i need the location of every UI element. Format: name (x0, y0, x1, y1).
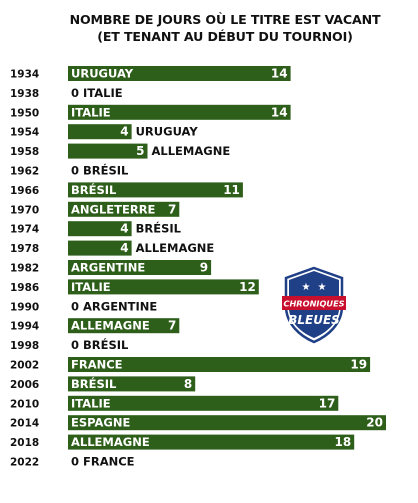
year-label: 2018 (10, 437, 39, 449)
bar (68, 143, 148, 159)
value-label: 4 (120, 125, 128, 139)
year-label: 2002 (10, 360, 39, 372)
year-label: 1950 (10, 107, 39, 119)
year-label: 1986 (10, 282, 39, 294)
value-label: 14 (271, 105, 288, 119)
chart-title: NOMBRE DE JOURS OÙ LE TITRE EST VACANT (… (40, 11, 410, 45)
year-label: 2006 (10, 379, 39, 391)
logo-text-line1: CHRONIQUES (283, 299, 344, 309)
year-label: 1938 (10, 88, 39, 100)
bar (68, 376, 196, 392)
year-label: 1966 (10, 185, 39, 197)
value-label: 12 (239, 280, 256, 294)
holder-label: ALLEMAGNE (71, 435, 150, 449)
year-label: 1958 (10, 146, 39, 158)
holder-label: ANGLETERRE (71, 202, 156, 216)
value-label: 14 (271, 67, 288, 81)
holder-label: BRÉSIL (136, 221, 182, 236)
value-label: 9 (200, 261, 208, 275)
year-label: 1982 (10, 263, 39, 275)
logo-shield-bottom (289, 310, 339, 338)
holder-label: ALLEMAGNE (71, 319, 150, 333)
bar (68, 182, 243, 198)
value-label: 4 (120, 241, 128, 255)
year-label: 1990 (10, 301, 39, 313)
value-label: 20 (366, 416, 383, 430)
bar (68, 357, 371, 372)
holder-label: BRÉSIL (71, 376, 117, 391)
holder-label: URUGUAY (71, 67, 134, 81)
logo-text-line2: BLEUES (288, 313, 340, 327)
year-label: 1934 (10, 69, 39, 81)
value-label: 4 (120, 222, 128, 236)
bar (68, 124, 132, 140)
bar (68, 395, 339, 411)
bar (68, 318, 180, 334)
value-label: 7 (168, 202, 176, 216)
zero-label: 0 BRÉSIL (71, 337, 129, 352)
year-label: 2014 (10, 418, 39, 430)
year-label: 1978 (10, 243, 39, 255)
zero-label: 0 ITALIE (71, 86, 123, 100)
year-label: 1954 (10, 127, 39, 139)
bar (68, 201, 180, 217)
chart-title-line1: NOMBRE DE JOURS OÙ LE TITRE EST VACANT (69, 12, 381, 27)
logo-shield-top (289, 271, 339, 296)
chart-title-line2: (ET TENANT AU DÉBUT DU TOURNOI) (97, 29, 353, 44)
holder-label: ALLEMAGNE (136, 241, 215, 255)
zero-label: 0 BRÉSIL (71, 163, 129, 178)
holder-label: ESPAGNE (71, 416, 130, 430)
holder-label: BRÉSIL (71, 182, 117, 197)
bar (68, 240, 132, 256)
holder-label: ARGENTINE (71, 261, 145, 275)
value-label: 11 (223, 183, 240, 197)
logo-star-icon: ★ (302, 282, 311, 293)
year-label: 2022 (10, 457, 39, 469)
year-label: 1994 (10, 321, 39, 333)
bar (68, 415, 386, 431)
zero-label: 0 FRANCE (71, 455, 135, 469)
bar (68, 104, 291, 120)
bar (68, 260, 212, 275)
value-label: 19 (350, 358, 367, 372)
value-label: 5 (136, 144, 144, 158)
holder-label: ALLEMAGNE (152, 144, 231, 158)
year-label: 2010 (10, 398, 39, 410)
year-label: 1974 (10, 224, 39, 236)
holder-label: ITALIE (71, 105, 111, 119)
year-label: 1970 (10, 204, 39, 216)
holder-label: URUGUAY (136, 125, 199, 139)
logo-star-icon: ★ (318, 282, 327, 293)
year-label: 1962 (10, 166, 39, 178)
zero-label: 0 ARGENTINE (71, 299, 157, 313)
holder-label: FRANCE (71, 358, 123, 372)
bar (68, 66, 291, 81)
bar (68, 279, 259, 295)
bar (68, 434, 355, 450)
holder-label: ITALIE (71, 280, 111, 294)
value-label: 7 (168, 319, 176, 333)
chroniques-bleues-logo: ★ ★ CHRONIQUES BLEUES (282, 266, 346, 344)
bar (68, 221, 132, 237)
holder-label: ITALIE (71, 396, 111, 410)
value-label: 18 (334, 435, 351, 449)
value-label: 17 (319, 396, 336, 410)
logo-banner (282, 296, 346, 310)
value-label: 8 (184, 377, 192, 391)
year-label: 1998 (10, 340, 39, 352)
